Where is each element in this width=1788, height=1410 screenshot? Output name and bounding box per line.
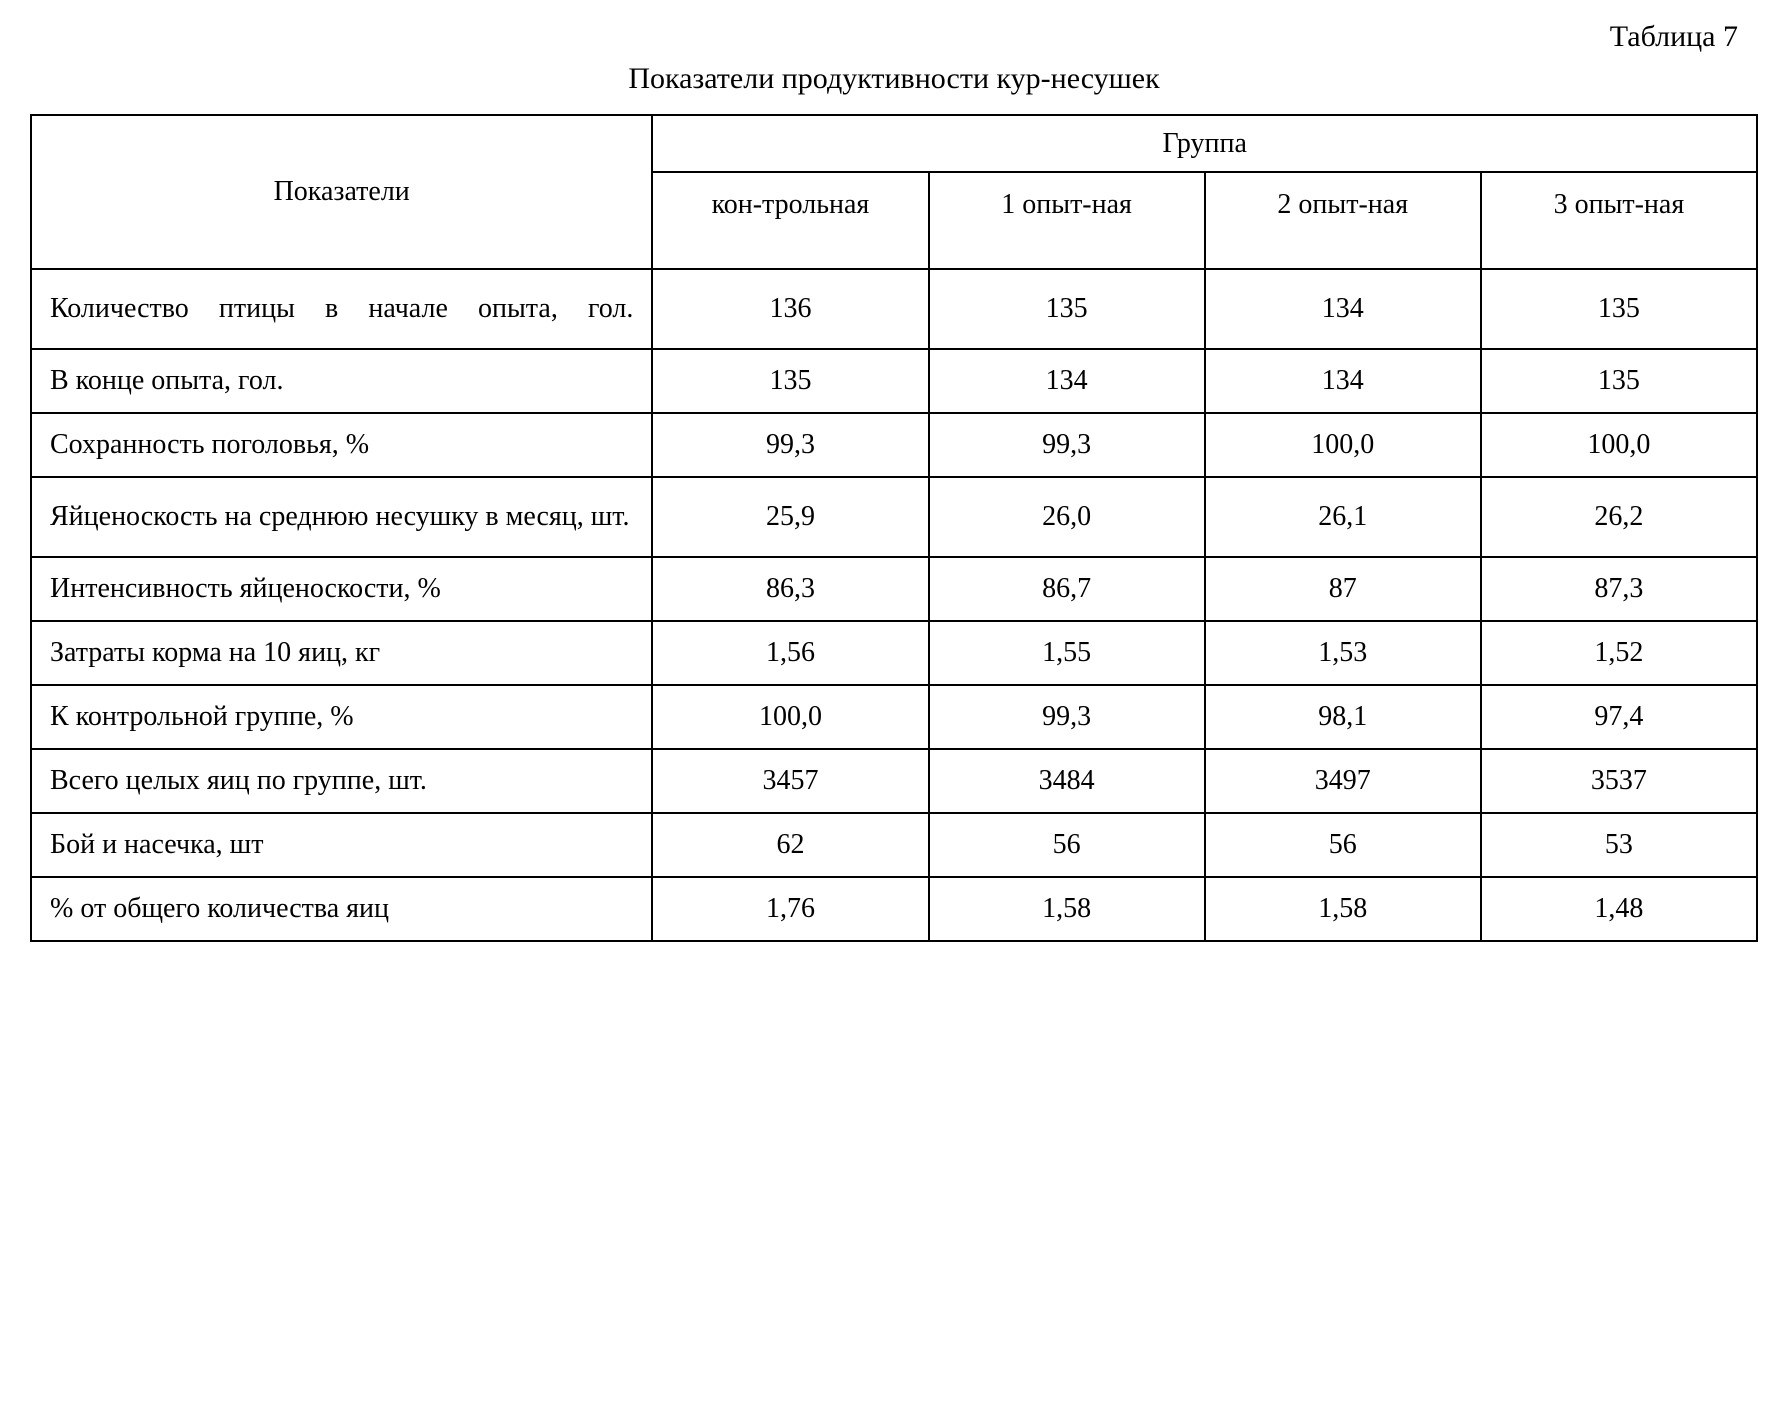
- table-row: Интенсивность яйценоскости, %86,386,7878…: [31, 557, 1757, 621]
- row-value: 134: [1205, 269, 1481, 349]
- row-value: 3537: [1481, 749, 1757, 813]
- row-value: 1,53: [1205, 621, 1481, 685]
- row-value: 135: [652, 349, 928, 413]
- header-indicators: Показатели: [31, 115, 652, 269]
- row-value: 56: [929, 813, 1205, 877]
- row-label: В конце опыта, гол.: [31, 349, 652, 413]
- row-label: Количество птицы в начале опыта, гол.: [31, 269, 652, 349]
- row-value: 3497: [1205, 749, 1481, 813]
- row-value: 3484: [929, 749, 1205, 813]
- row-label: Всего целых яиц по группе, шт.: [31, 749, 652, 813]
- row-value: 26,0: [929, 477, 1205, 557]
- row-value: 99,3: [929, 685, 1205, 749]
- row-value: 134: [929, 349, 1205, 413]
- row-label: Яйценоскость на среднюю несушку в месяц,…: [31, 477, 652, 557]
- table-row: Сохранность поголовья, %99,399,3100,0100…: [31, 413, 1757, 477]
- table-row: Количество птицы в начале опыта, гол.136…: [31, 269, 1757, 349]
- row-value: 99,3: [652, 413, 928, 477]
- row-value: 25,9: [652, 477, 928, 557]
- row-value: 56: [1205, 813, 1481, 877]
- row-value: 86,7: [929, 557, 1205, 621]
- row-value: 134: [1205, 349, 1481, 413]
- row-value: 136: [652, 269, 928, 349]
- row-value: 1,56: [652, 621, 928, 685]
- row-label: % от общего количества яиц: [31, 877, 652, 941]
- row-value: 100,0: [652, 685, 928, 749]
- row-label: К контрольной группе, %: [31, 685, 652, 749]
- row-value: 100,0: [1481, 413, 1757, 477]
- table-title: Показатели продуктивности кур-несушек: [30, 62, 1758, 96]
- row-value: 99,3: [929, 413, 1205, 477]
- table-row: Затраты корма на 10 яиц, кг1,561,551,531…: [31, 621, 1757, 685]
- row-label: Бой и насечка, шт: [31, 813, 652, 877]
- table-body: Количество птицы в начале опыта, гол.136…: [31, 269, 1757, 941]
- subheader-exp3: 3 опыт-ная: [1481, 172, 1757, 269]
- row-value: 3457: [652, 749, 928, 813]
- table-row: К контрольной группе, %100,099,398,197,4: [31, 685, 1757, 749]
- row-value: 1,55: [929, 621, 1205, 685]
- row-value: 86,3: [652, 557, 928, 621]
- header-group: Группа: [652, 115, 1757, 172]
- row-label: Интенсивность яйценоскости, %: [31, 557, 652, 621]
- row-value: 26,1: [1205, 477, 1481, 557]
- row-value: 98,1: [1205, 685, 1481, 749]
- subheader-control: кон-трольная: [652, 172, 928, 269]
- productivity-table: Показатели Группа кон-трольная 1 опыт-на…: [30, 114, 1758, 942]
- row-value: 1,58: [1205, 877, 1481, 941]
- row-value: 1,48: [1481, 877, 1757, 941]
- row-value: 97,4: [1481, 685, 1757, 749]
- row-value: 1,52: [1481, 621, 1757, 685]
- row-value: 1,58: [929, 877, 1205, 941]
- row-value: 135: [1481, 269, 1757, 349]
- row-value: 1,76: [652, 877, 928, 941]
- subheader-exp1: 1 опыт-ная: [929, 172, 1205, 269]
- row-value: 26,2: [1481, 477, 1757, 557]
- row-value: 87: [1205, 557, 1481, 621]
- table-row: Яйценоскость на среднюю несушку в месяц,…: [31, 477, 1757, 557]
- row-value: 100,0: [1205, 413, 1481, 477]
- row-value: 135: [1481, 349, 1757, 413]
- row-value: 62: [652, 813, 928, 877]
- row-label: Затраты корма на 10 яиц, кг: [31, 621, 652, 685]
- table-row: Всего целых яиц по группе, шт.3457348434…: [31, 749, 1757, 813]
- table-number-label: Таблица 7: [30, 20, 1758, 54]
- table-row: % от общего количества яиц1,761,581,581,…: [31, 877, 1757, 941]
- subheader-exp2: 2 опыт-ная: [1205, 172, 1481, 269]
- table-header-row-1: Показатели Группа: [31, 115, 1757, 172]
- table-row: Бой и насечка, шт62565653: [31, 813, 1757, 877]
- row-value: 135: [929, 269, 1205, 349]
- row-value: 87,3: [1481, 557, 1757, 621]
- table-row: В конце опыта, гол.135134134135: [31, 349, 1757, 413]
- row-value: 53: [1481, 813, 1757, 877]
- row-label: Сохранность поголовья, %: [31, 413, 652, 477]
